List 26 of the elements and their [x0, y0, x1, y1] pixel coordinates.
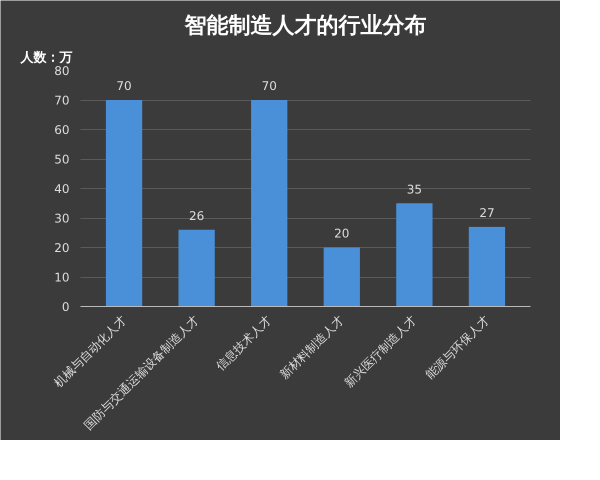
data-label: 27 — [479, 206, 495, 220]
y-tick-label: 50 — [54, 152, 70, 166]
y-tick-label: 30 — [54, 212, 70, 226]
bar — [251, 100, 288, 306]
x-tick-label: 信息技术人才 — [213, 312, 274, 374]
bar — [468, 226, 506, 306]
data-label: 70 — [262, 79, 277, 93]
bar — [324, 248, 360, 306]
data-label: 70 — [116, 79, 132, 93]
y-tick-label: 40 — [54, 182, 70, 196]
chart-title: 智能制造人才的行业分布 — [184, 14, 426, 38]
data-label: 26 — [188, 208, 204, 223]
y-tick-label: 10 — [54, 270, 70, 284]
bar — [396, 203, 433, 306]
y-tick-label: 0 — [62, 300, 70, 314]
y-tick-label: 20 — [54, 241, 70, 255]
data-label: 20 — [334, 226, 350, 240]
bar — [178, 230, 215, 306]
y-tick-label: 60 — [54, 123, 70, 137]
x-tick-label: 新兴医疗制造人才 — [342, 312, 420, 390]
y-axis-title: 人数：万 — [20, 50, 72, 66]
y-tick-label: 70 — [54, 94, 70, 108]
data-label: 35 — [406, 182, 422, 196]
x-tick-label: 能源与环保人才 — [422, 312, 492, 382]
y-tick-label: 80 — [54, 64, 70, 78]
bar — [106, 100, 142, 306]
